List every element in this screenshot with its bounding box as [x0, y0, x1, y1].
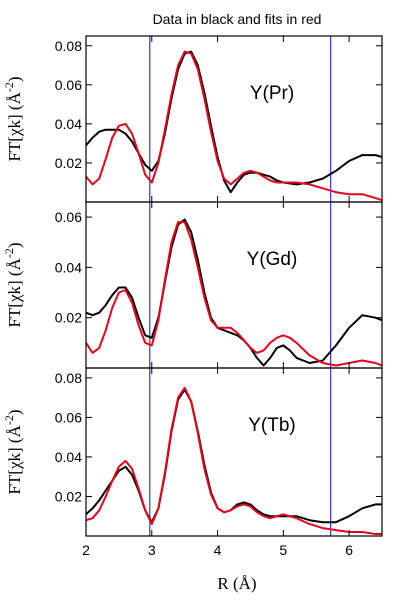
panel-label: Y(Tb) — [248, 415, 296, 436]
y-tick-label: 0.04 — [55, 449, 82, 465]
panel-frame — [85, 367, 383, 537]
fit-line — [86, 221, 382, 367]
x-tick-label: 3 — [148, 542, 156, 558]
y-axis-label: FT[χk] (Å-2) — [2, 76, 24, 161]
data-line — [86, 50, 382, 194]
y-tick-label: 0.06 — [55, 209, 82, 225]
y-tick-label: 0.02 — [55, 310, 82, 326]
y-tick-label: 0.04 — [55, 116, 82, 132]
panels: 0.020.040.060.08Y(Pr)FT[χk] (Å-2)0.020.0… — [2, 35, 383, 558]
panel-label: Y(Pr) — [250, 83, 294, 104]
data-line — [86, 218, 382, 367]
panel-curves — [86, 50, 382, 201]
x-tick-label: 6 — [345, 542, 353, 558]
y-tick-label: 0.02 — [55, 488, 82, 504]
y-tick-label: 0.08 — [55, 370, 82, 386]
x-tick-label: 2 — [82, 542, 90, 558]
panel-1: 0.02 0.04 0.06 Y(Gd) FT[χk] (Å-2) — [2, 201, 383, 369]
y-tick-label: 0.06 — [55, 409, 82, 425]
panel-curves — [86, 218, 382, 367]
panel-2: 0.02 0.04 0.06 0.08 Y(Tb) FT[χk] (Å-2) — [2, 367, 383, 537]
fit-line — [86, 386, 382, 535]
y-axis-label: FT[χk] (Å-2) — [2, 242, 24, 327]
x-tick-label: 4 — [214, 542, 222, 558]
panel-frame — [85, 35, 383, 203]
y-tick-label: 0.06 — [55, 77, 82, 93]
chart-title: Data in black and fits in red — [153, 11, 322, 27]
x-tick-label: 5 — [279, 542, 287, 558]
fit-line — [86, 50, 382, 201]
data-line — [86, 388, 382, 524]
y-tick-label: 0.02 — [55, 155, 82, 171]
y-tick-label: 0.08 — [55, 38, 82, 54]
panel-0: 0.02 0.04 0.06 0.08 Y(Pr) FT[χk] (Å-2) — [2, 35, 383, 203]
y-axis-label: FT[χk] (Å-2) — [2, 409, 24, 494]
panel-curves — [86, 386, 382, 535]
panel-label: Y(Gd) — [247, 249, 298, 270]
x-axis-label: R (Å) — [217, 574, 256, 593]
y-tick-label: 0.04 — [55, 259, 82, 275]
